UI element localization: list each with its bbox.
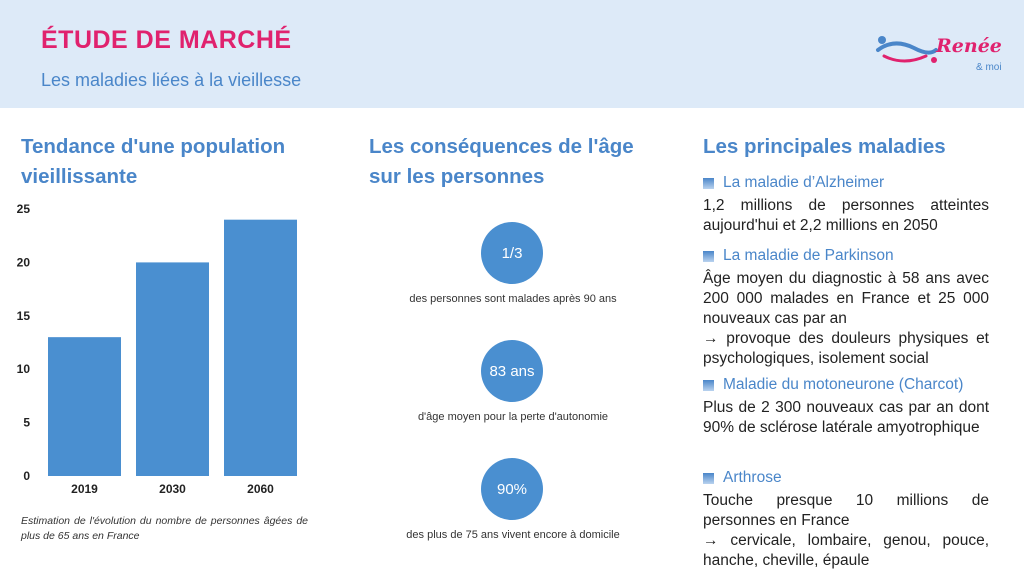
bullet-icon [703,250,714,262]
stat-label: des plus de 75 ans vivent encore à domic… [406,529,620,541]
disease-description: 1,2 millions de personnes atteintes aujo… [703,197,989,234]
y-tick-label: 20 [17,255,31,269]
page-subtitle: Les maladies liées à la vieillesse [41,70,302,90]
y-tick-label: 15 [17,309,31,323]
bar-2019 [48,337,121,476]
disease-name: Maladie du motoneurone (Charcot) [723,376,964,393]
disease-item: La maladie d’Alzheimer 1,2 millions de p… [703,172,989,236]
bar-2060 [224,219,297,476]
disease-description: → provoque des douleurs physiques et psy… [703,330,989,367]
disease-item: La maladie de Parkinson Âge moyen du dia… [703,245,989,369]
y-tick-label: 0 [23,469,30,483]
disease-description: Âge moyen du diagnostic à 58 ans avec 20… [703,270,989,327]
stat-circle: 1/3 [481,222,543,284]
trend-heading: Tendance d'une population vieillissante [21,135,286,188]
logo-text: Renée [936,35,1002,57]
diseases-heading: Les principales maladies [703,135,946,158]
y-tick-label: 5 [23,416,30,430]
disease-item: Arthrose Touche presque 10 millions de p… [703,467,989,571]
x-tick-label: 2060 [247,482,274,496]
disease-name: La maladie d’Alzheimer [723,174,885,191]
chart-caption: Estimation de l'évolution du nombre de p… [21,515,308,542]
stat-label: des personnes sont malades après 90 ans [409,293,617,305]
disease-name: La maladie de Parkinson [723,247,894,264]
y-tick-label: 10 [17,362,31,376]
disease-description: Plus de 2 300 nouveaux cas par an dont 9… [703,399,989,436]
logo-mark-icon [876,36,938,63]
header-band: ÉTUDE DE MARCHÉ Les maladies liées à la … [0,0,1024,108]
disease-item: Maladie du motoneurone (Charcot) Plus de… [703,374,989,438]
logo-subtext: & moi [976,62,1002,73]
bullet-icon [703,379,714,391]
disease-description: Touche presque 10 millions de personnes … [703,492,989,529]
x-tick-label: 2019 [71,482,98,496]
bullet-icon [703,177,714,189]
stat-label: d'âge moyen pour la perte d'autonomie [417,411,609,423]
x-tick-label: 2030 [159,482,186,496]
population-bar-chart: 0 5 10 15 20 25 2019 2030 2060 [17,202,297,496]
bullet-icon [703,472,714,484]
y-tick-label: 25 [17,202,31,216]
disease-description: → cervicale, lombaire, genou, pouce, han… [703,532,989,569]
page-title: ÉTUDE DE MARCHÉ [41,26,292,54]
stat-circle: 90% [481,458,543,520]
consequences-heading: Les conséquences de l'âge sur les person… [369,135,634,188]
brand-logo: Renée & moi [874,30,1014,80]
stat-circle: 83 ans [481,340,543,402]
disease-name: Arthrose [723,469,782,486]
bar-2030 [136,262,209,476]
